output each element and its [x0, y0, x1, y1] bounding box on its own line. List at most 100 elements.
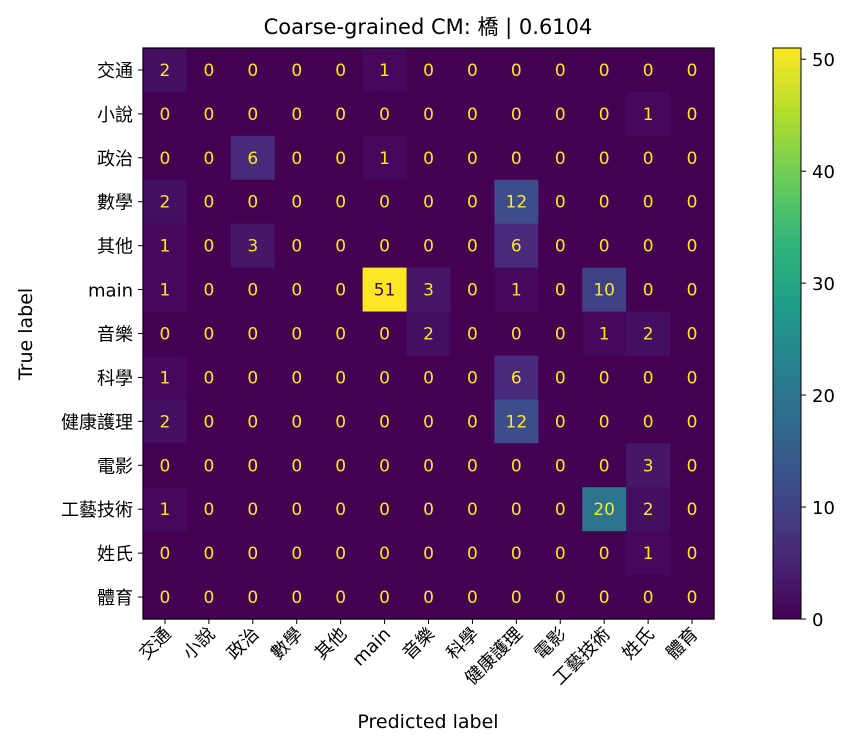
cell-value-label: 0: [335, 368, 346, 388]
cell-value-label: 0: [687, 281, 698, 301]
heatmap-cell: [362, 267, 408, 313]
cell-value-label: 0: [203, 149, 214, 169]
heatmap-cell: [143, 575, 188, 620]
heatmap-cell: [670, 91, 715, 137]
cell-value-label: 0: [291, 544, 302, 564]
cell-value-label: 1: [160, 368, 171, 388]
cell-value-label: 0: [555, 237, 566, 257]
x-tick-label: 其他: [311, 624, 351, 664]
cell-value-label: 0: [599, 456, 610, 476]
heatmap-cell: [230, 487, 276, 532]
heatmap-cell: [318, 135, 364, 181]
cell-value-label: 0: [467, 281, 478, 301]
cell-value-label: 0: [203, 588, 214, 608]
y-tick-label: main: [88, 281, 133, 302]
cell-value-label: 0: [379, 456, 390, 476]
heatmap-cell: [362, 48, 408, 93]
cell-value-label: 0: [599, 149, 610, 169]
cell-value-label: 1: [160, 237, 171, 257]
colorbar-ticks: 0 10 20 30 40 50: [801, 50, 835, 631]
heatmap-cell: [186, 399, 232, 444]
heatmap-cell: [362, 487, 408, 532]
heatmap-cell: [582, 575, 627, 620]
heatmap-cell: [450, 223, 495, 269]
heatmap-cell: [318, 575, 364, 620]
heatmap-cell: [274, 399, 320, 444]
heatmap-cell: [406, 399, 452, 444]
heatmap-cell: [538, 311, 583, 357]
heatmap-cell: [143, 443, 188, 488]
heatmap-cell: [626, 355, 671, 400]
heatmap-cell: [494, 355, 539, 400]
cell-value-label: 51: [374, 281, 396, 301]
cell-value-label: 0: [555, 325, 566, 345]
cell-value-label: 0: [555, 412, 566, 432]
heatmap-cell: [450, 48, 495, 93]
heatmap-cell: [274, 91, 320, 137]
cell-value-label: 0: [335, 544, 346, 564]
heatmap-cell: [538, 355, 583, 400]
heatmap-cell: [186, 311, 232, 357]
cell-value-label: 3: [423, 281, 434, 301]
heatmap-cell: [274, 311, 320, 357]
cell-value-label: 0: [511, 588, 522, 608]
cell-value-label: 0: [643, 281, 654, 301]
heatmap-cell: [362, 355, 408, 400]
heatmap-cell: [362, 399, 408, 444]
heatmap-cell: [318, 267, 364, 313]
heatmap-cell: [670, 48, 715, 93]
cell-value-label: 0: [599, 368, 610, 388]
heatmap-cell: [143, 487, 188, 532]
cell-value-label: 0: [203, 237, 214, 257]
heatmap-cell: [582, 443, 627, 488]
cell-value-label: 0: [291, 193, 302, 213]
heatmap-cell: [626, 179, 671, 225]
heatmap-cell: [538, 487, 583, 532]
cell-value-label: 0: [687, 368, 698, 388]
cell-value-label: 0: [555, 105, 566, 125]
cell-value-label: 0: [379, 325, 390, 345]
cell-value-label: 0: [423, 544, 434, 564]
cell-value-label: 0: [335, 456, 346, 476]
heatmap-cell-labels: 2 0 0 0 0 1 0 0 0 0 0 0 00 0 0 0 0 0 0 0 0 0 0 1 00 0 6 0 0 1 0 0 0 0 0 0 02…: [160, 61, 698, 608]
cell-value-label: 1: [160, 500, 171, 520]
cell-value-label: 0: [247, 105, 258, 125]
cell-value-label: 0: [687, 544, 698, 564]
cell-value-label: 0: [379, 588, 390, 608]
cell-value-label: 0: [379, 368, 390, 388]
heatmap-cell: [143, 311, 188, 357]
cell-value-label: 0: [423, 456, 434, 476]
colorbar-tick-label: 10: [812, 498, 835, 519]
heatmap-cell: [582, 531, 627, 576]
y-tick-label: 數學: [97, 193, 133, 214]
heatmap-cell: [494, 531, 539, 576]
cell-value-label: 0: [599, 61, 610, 81]
cell-value-label: 0: [687, 500, 698, 520]
heatmap-cell: [582, 355, 627, 400]
heatmap-cell: [362, 179, 408, 225]
cell-value-label: 0: [687, 588, 698, 608]
heatmap-cell: [450, 91, 495, 137]
x-axis-label: Predicted label: [357, 711, 498, 733]
x-tick-label: 數學: [267, 624, 307, 664]
cell-value-label: 0: [423, 412, 434, 432]
cell-value-label: 0: [247, 544, 258, 564]
heatmap-cell: [538, 575, 583, 620]
cell-value-label: 0: [555, 544, 566, 564]
cell-value-label: 12: [506, 193, 528, 213]
heatmap-cell: [494, 399, 539, 444]
heatmap-cell: [318, 311, 364, 357]
cell-value-label: 0: [643, 588, 654, 608]
heatmap-cell: [406, 531, 452, 576]
heatmap-cell: [274, 487, 320, 532]
heatmap-cell: [582, 48, 627, 93]
heatmap-cell: [582, 135, 627, 181]
cell-value-label: 0: [247, 412, 258, 432]
heatmap-cell: [186, 179, 232, 225]
cell-value-label: 0: [247, 281, 258, 301]
heatmap-cell: [670, 135, 715, 181]
cell-value-label: 0: [335, 61, 346, 81]
cell-value-label: 0: [203, 500, 214, 520]
